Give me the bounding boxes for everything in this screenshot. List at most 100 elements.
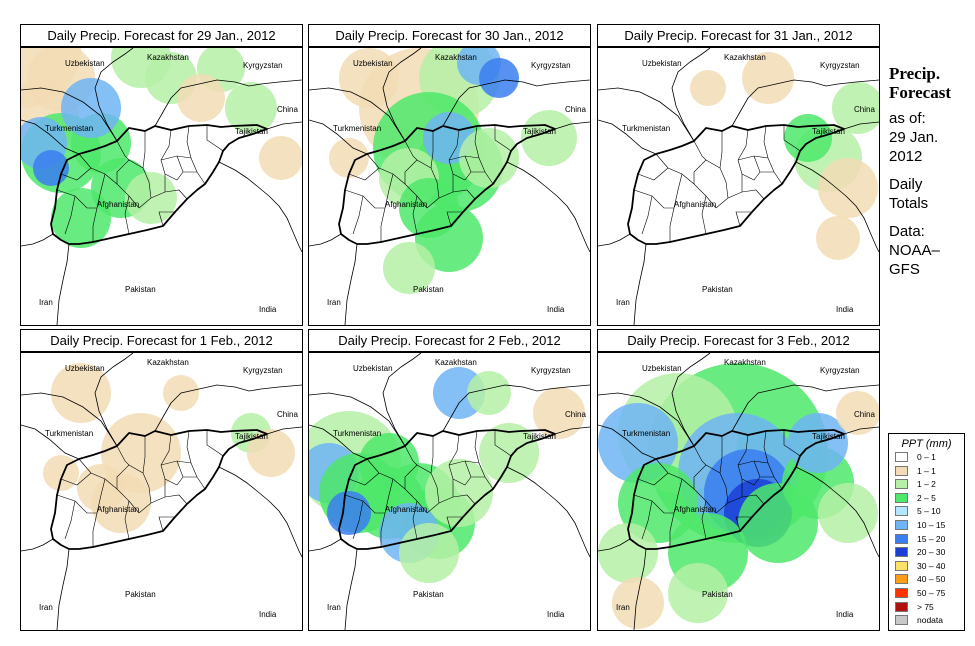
country-label-kazakhstan: Kazakhstan <box>435 358 477 367</box>
legend-swatch <box>895 506 908 517</box>
legend-bin: 50 – 75 <box>895 588 961 599</box>
precip-area <box>818 483 878 543</box>
country-label-india: India <box>547 305 565 314</box>
precip-area <box>77 464 125 512</box>
country-border <box>843 426 879 435</box>
country-border <box>154 79 302 127</box>
province-border <box>412 195 418 235</box>
forecast-panel-2-feb: Daily Precip. Forecast for 2 Feb., 2012 … <box>308 329 591 631</box>
country-border <box>598 233 631 247</box>
country-label-pakistan: Pakistan <box>702 590 733 599</box>
legend-swatch <box>895 560 908 571</box>
country-label-india: India <box>259 305 277 314</box>
precip-area <box>259 136 302 180</box>
precip-area <box>668 563 728 623</box>
precip-field <box>309 367 585 583</box>
country-border <box>554 426 590 435</box>
precip-area <box>459 128 519 188</box>
legend-swatch <box>895 452 908 462</box>
province-border <box>633 494 674 514</box>
country-label-afghanistan: Afghanistan <box>385 200 427 209</box>
precip-area <box>832 82 879 134</box>
province-border <box>452 476 472 486</box>
country-border <box>21 233 54 247</box>
province-border <box>701 500 707 540</box>
precip-field <box>21 48 302 248</box>
country-border <box>795 161 879 253</box>
precip-area <box>533 387 585 439</box>
country-label-turkmenistan: Turkmenistan <box>622 429 670 438</box>
legend-label: 1 – 1 <box>917 465 936 476</box>
legend-label: nodata <box>917 615 943 626</box>
legend-bin: 0 – 1 <box>895 452 961 463</box>
province-border <box>206 125 224 152</box>
map-svg: Kazakhstan Uzbekistan Kyrgyzstan Turkmenist… <box>309 48 590 325</box>
legend-swatch <box>895 492 908 503</box>
country-border <box>442 79 590 127</box>
country-border <box>344 548 358 630</box>
precip-area <box>467 371 511 415</box>
province-border <box>705 464 721 474</box>
country-border <box>21 87 118 142</box>
precip-area <box>415 204 483 272</box>
legend-swatch <box>895 588 908 598</box>
country-label-iran: Iran <box>616 298 630 307</box>
precip-field <box>598 363 879 629</box>
country-border <box>633 243 647 325</box>
country-label-kyrgyzstan: Kyrgyzstan <box>243 61 283 70</box>
province-border <box>637 472 669 486</box>
country-label-india: India <box>259 610 277 619</box>
province-border <box>160 155 192 161</box>
forecast-map: Kazakhstan Uzbekistan Kyrgyzstan Turkmenist… <box>308 47 591 326</box>
country-border <box>671 48 711 142</box>
country-label-uzbekistan: Uzbekistan <box>65 364 105 373</box>
province-border <box>763 125 783 185</box>
country-border <box>218 466 302 558</box>
country-label-uzbekistan: Uzbekistan <box>65 59 105 68</box>
legend-swatch <box>895 615 908 626</box>
province-border <box>128 159 144 169</box>
legend-swatch <box>895 533 908 544</box>
country-border <box>266 426 302 435</box>
forecast-panel-30-jan: Daily Precip. Forecast for 30 Jan., 2012… <box>308 24 591 326</box>
country-label-pakistan: Pakistan <box>702 285 733 294</box>
map-svg: Kazakhstan Uzbekistan Kyrgyzstan Turkmenist… <box>598 353 879 630</box>
forecast-map: Kazakhstan Uzbekistan Kyrgyzstan Turkmenist… <box>308 352 591 631</box>
province-border <box>352 195 364 235</box>
legend-label: > 75 <box>917 601 934 612</box>
province-border <box>352 500 364 540</box>
province-border <box>741 476 761 486</box>
country-border <box>266 121 302 130</box>
province-border <box>56 189 97 209</box>
country-label-kyrgyzstan: Kyrgyzstan <box>820 61 860 70</box>
legend-swatch <box>895 574 908 585</box>
province-border <box>366 458 428 514</box>
country-label-uzbekistan: Uzbekistan <box>353 59 393 68</box>
country-border <box>218 161 302 253</box>
province-border <box>783 125 801 152</box>
asof-label: as of: <box>889 110 926 127</box>
country-border <box>598 424 657 460</box>
map-svg: Kazakhstan Uzbekistan Kyrgyzstan Turkmenist… <box>21 353 302 630</box>
map-svg: Kazakhstan Uzbekistan Kyrgyzstan Turkmenist… <box>21 48 302 325</box>
afghanistan-outline <box>338 429 556 550</box>
country-label-kazakhstan: Kazakhstan <box>435 53 477 62</box>
country-label-china: China <box>854 105 875 114</box>
legend-bin: 5 – 10 <box>895 506 961 517</box>
province-border <box>186 125 206 185</box>
forecast-panel-3-feb: Daily Precip. Forecast for 3 Feb., 2012 … <box>597 329 880 631</box>
country-border <box>506 161 590 253</box>
country-border <box>598 119 657 155</box>
country-label-kazakhstan: Kazakhstan <box>147 53 189 62</box>
legend-label: 40 – 50 <box>917 574 946 585</box>
precip-area <box>479 58 519 98</box>
province-border <box>206 430 224 457</box>
afghanistan-outline <box>50 429 268 550</box>
precip-area <box>818 158 878 218</box>
country-label-afghanistan: Afghanistan <box>385 505 427 514</box>
legend-label: 20 – 30 <box>917 547 946 558</box>
afghanistan-outline <box>338 124 556 245</box>
forecast-map: Kazakhstan Uzbekistan Kyrgyzstan Turkmenist… <box>597 47 880 326</box>
province-border <box>412 500 418 540</box>
legend-swatch <box>895 601 908 612</box>
